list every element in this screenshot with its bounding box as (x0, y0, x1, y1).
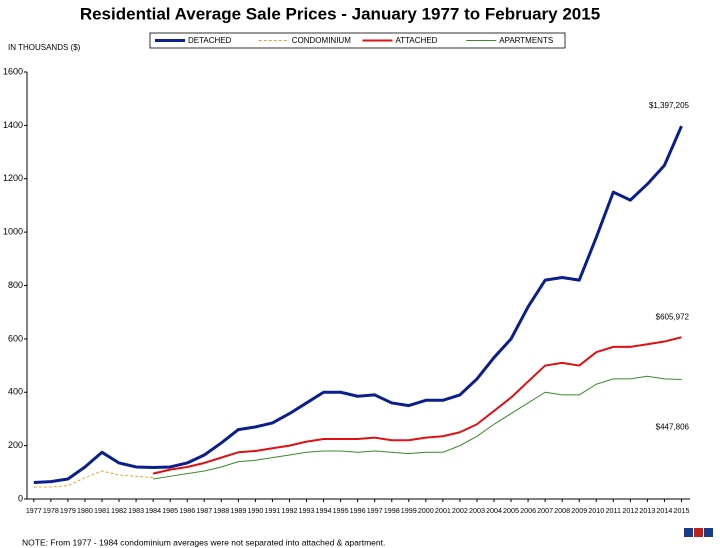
x-tick-label: 2001 (435, 506, 451, 515)
x-tick-label: 1999 (401, 506, 417, 515)
series-line (33, 125, 683, 484)
x-tick-label: 2010 (588, 506, 604, 515)
x-tick-label: 1987 (196, 506, 212, 515)
x-tick-label: 1984 (145, 506, 161, 515)
x-tick-label: 1982 (111, 506, 127, 515)
legend-label: DETACHED (188, 36, 232, 45)
logo (684, 528, 713, 537)
x-tick-label: 2005 (503, 506, 519, 515)
x-tick-label: 1990 (247, 506, 263, 515)
legend-box (149, 32, 566, 49)
x-tick-label: 1979 (60, 506, 76, 515)
series-line (152, 336, 682, 475)
x-tick-label: 1997 (367, 506, 383, 515)
x-tick-label: 2012 (622, 506, 638, 515)
x-tick-label: 1981 (94, 506, 110, 515)
x-tick-label: 1993 (299, 506, 315, 515)
chart-title: Residential Average Sale Prices - Januar… (80, 4, 600, 23)
x-tick-label: 2004 (486, 506, 502, 515)
series-line (153, 375, 682, 480)
x-tick-label: 1996 (350, 506, 366, 515)
x-tick-label: 2009 (571, 506, 587, 515)
y-tick-label: 0 (18, 493, 23, 503)
x-tick-label: 1980 (77, 506, 93, 515)
y-tick-label: 1400 (3, 120, 23, 130)
x-tick-label: 1983 (128, 506, 144, 515)
x-tick-label: 1988 (213, 506, 229, 515)
x-tick-label: 1977 (26, 506, 42, 515)
y-tick-label: 1200 (3, 173, 23, 183)
y-tick-label: 400 (8, 387, 23, 397)
value-label: $605,972 (656, 312, 690, 321)
x-tick-label: 2003 (469, 506, 485, 515)
x-tick-label: 2015 (673, 506, 689, 515)
y-tick-label: 1000 (3, 227, 23, 237)
y-axis-label: IN THOUSANDS ($) (8, 43, 81, 52)
x-tick-label: 1986 (179, 506, 195, 515)
series-line (33, 470, 154, 488)
x-tick-label: 1991 (264, 506, 280, 515)
x-tick-label: 2011 (606, 506, 621, 515)
y-tick-label: 800 (8, 280, 23, 290)
x-tick-label: 2007 (537, 506, 553, 515)
value-label: $1,397,205 (649, 101, 690, 110)
x-tick-label: 1978 (43, 506, 59, 515)
legend-label: ATTACHED (396, 36, 438, 45)
x-tick-label: 2014 (656, 506, 672, 515)
x-tick-label: 1992 (281, 506, 297, 515)
x-tick-label: 1994 (316, 506, 332, 515)
x-tick-label: 1989 (230, 506, 246, 515)
x-tick-label: 2013 (639, 506, 655, 515)
x-tick-label: 1995 (333, 506, 349, 515)
x-tick-label: 2008 (554, 506, 570, 515)
x-tick-label: 1998 (384, 506, 400, 515)
y-tick-label: 600 (8, 333, 23, 343)
x-tick-label: 1985 (162, 506, 178, 515)
legend-label: APARTMENTS (499, 36, 553, 45)
y-tick-label: 1600 (3, 66, 23, 76)
x-tick-label: 2002 (452, 506, 468, 515)
y-tick-label: 200 (8, 440, 23, 450)
x-tick-label: 2000 (418, 506, 434, 515)
legend-label: CONDOMINIUM (292, 36, 351, 45)
value-label: $447,806 (656, 423, 690, 432)
footnote: NOTE: From 1977 - 1984 condominium avera… (22, 537, 385, 547)
x-tick-label: 2006 (520, 506, 536, 515)
